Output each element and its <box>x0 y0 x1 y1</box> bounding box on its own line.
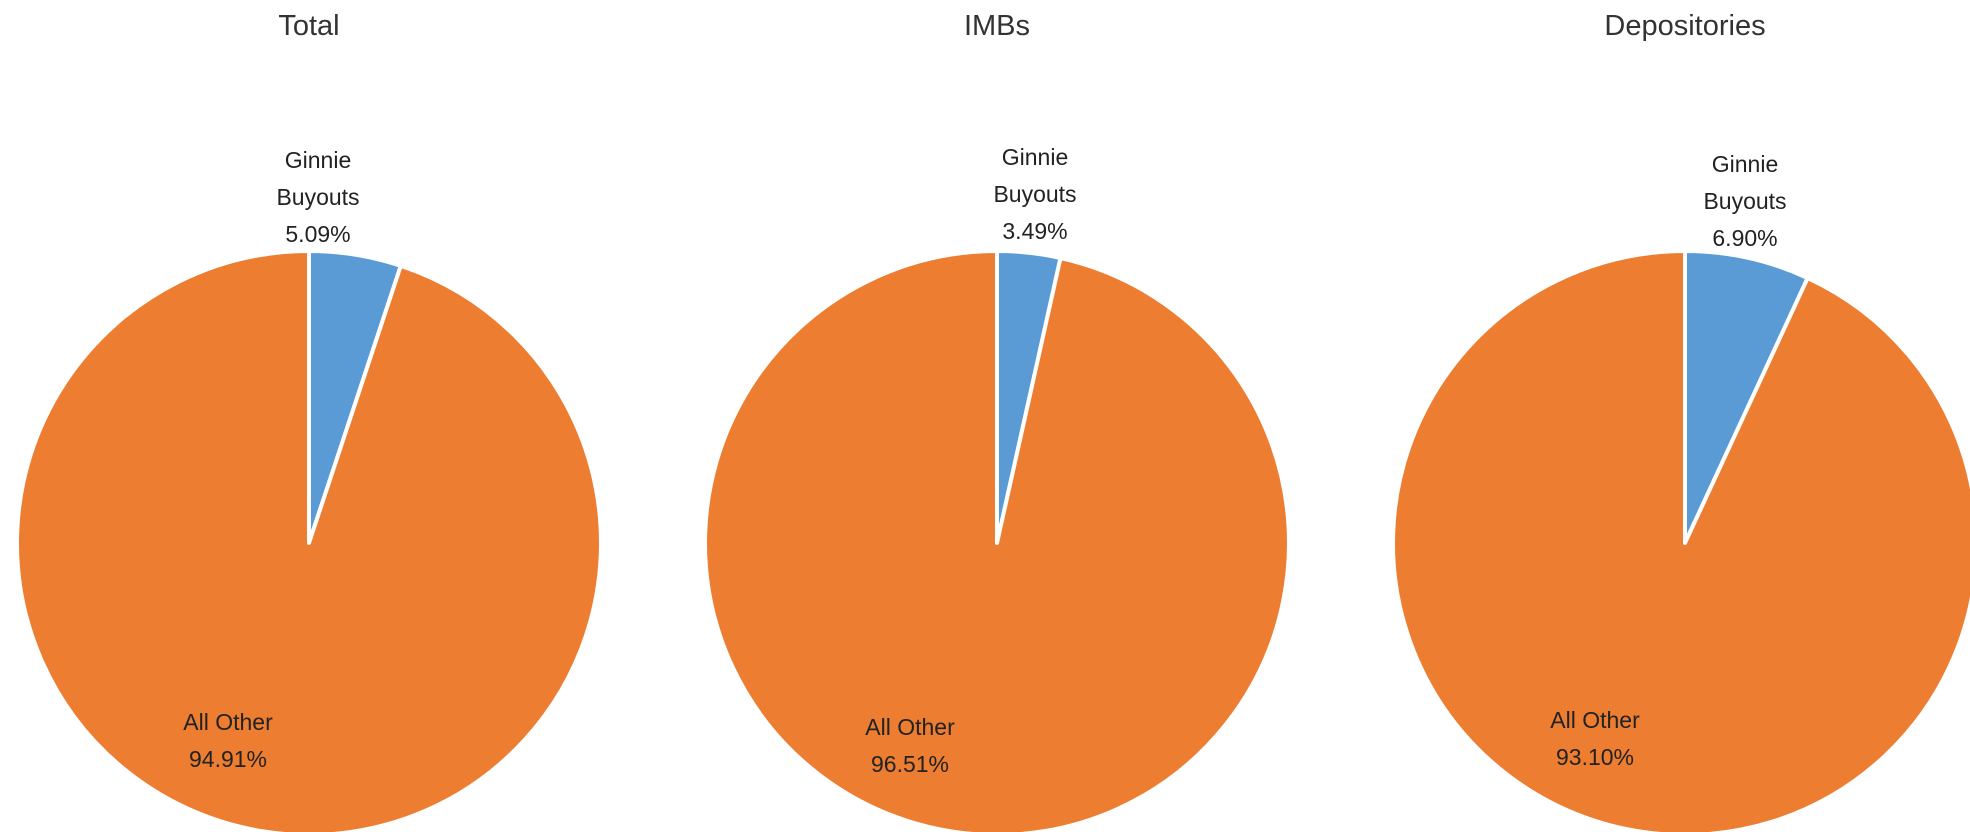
slice-category-label: All Other <box>183 709 273 735</box>
slice-category-label: Buyouts <box>993 181 1076 207</box>
slice-value-label: 94.91% <box>189 746 267 772</box>
slice-category-label: Ginnie <box>1712 151 1778 177</box>
slice-category-label: Buyouts <box>276 184 359 210</box>
slice-category-label: All Other <box>865 714 955 740</box>
pie-chart-total: Total Ginnie Buyouts 5.09% All Other 94.91% <box>15 10 603 832</box>
pie-chart-depositories: Depositories Ginnie Buyouts 6.90% All Other 9… <box>1391 10 1970 832</box>
slice-category-label: Ginnie <box>285 147 351 173</box>
pie-slice-ginnie-buyouts <box>1683 249 1810 545</box>
chart-title: IMBs <box>964 10 1030 42</box>
slice-value-label: 6.90% <box>1712 225 1777 251</box>
data-label-ginnie-buyouts: Ginnie Buyouts 3.49% <box>993 144 1076 244</box>
slice-category-label: Buyouts <box>1703 188 1786 214</box>
data-label-all-other: All Other 93.10% <box>1550 707 1640 770</box>
slice-value-label: 96.51% <box>871 751 949 777</box>
slice-value-label: 5.09% <box>285 221 350 247</box>
data-label-all-other: All Other 96.51% <box>865 714 955 777</box>
slice-category-label: Ginnie <box>1002 144 1068 170</box>
chart-title: Depositories <box>1604 10 1765 42</box>
pie-chart-imbs: IMBs Ginnie Buyouts 3.49% All Other 96.51% <box>703 10 1291 832</box>
pie-slice-all-other <box>15 249 603 832</box>
chart-title: Total <box>278 10 339 42</box>
slice-value-label: 93.10% <box>1556 744 1634 770</box>
data-label-all-other: All Other 94.91% <box>183 709 273 772</box>
slice-category-label: All Other <box>1550 707 1640 733</box>
pie-slice-all-other <box>1391 249 1970 832</box>
data-label-ginnie-buyouts: Ginnie Buyouts 5.09% <box>276 147 359 247</box>
slice-value-label: 3.49% <box>1002 218 1067 244</box>
data-label-ginnie-buyouts: Ginnie Buyouts 6.90% <box>1703 151 1786 251</box>
pie-slice-all-other <box>703 249 1291 832</box>
